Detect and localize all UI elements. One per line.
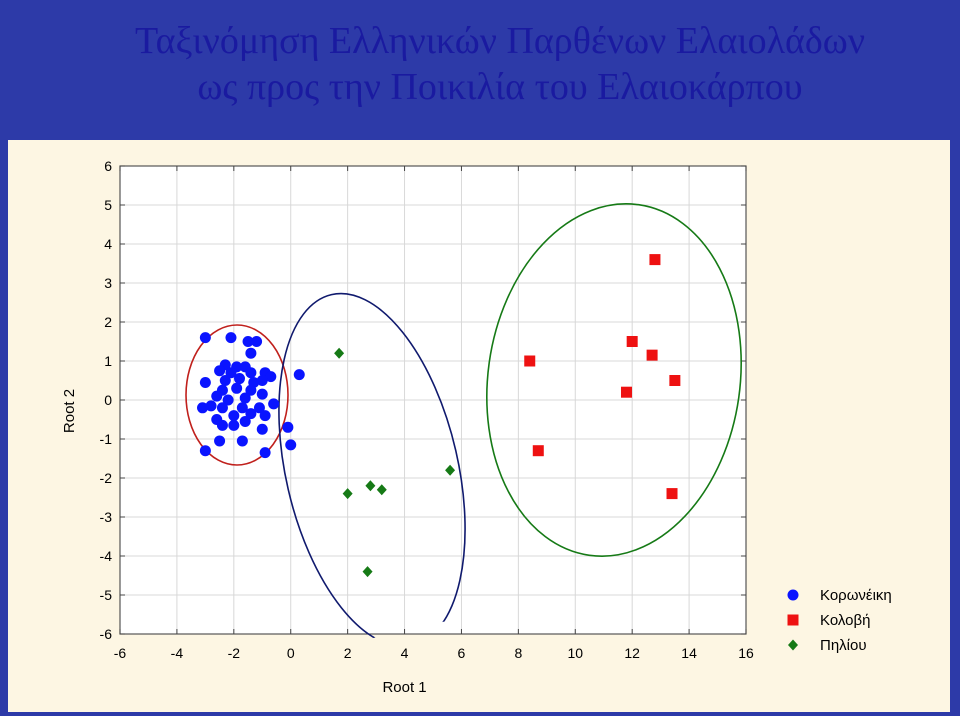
data-point xyxy=(259,410,271,422)
y-tick-label: 2 xyxy=(104,314,112,330)
x-tick-label: -2 xyxy=(228,645,241,661)
legend-label: Κορωνέικη xyxy=(820,587,892,604)
y-tick-label: 4 xyxy=(104,236,112,252)
data-point xyxy=(445,464,456,476)
data-point xyxy=(239,392,251,404)
data-point xyxy=(245,367,257,379)
x-tick-label: 2 xyxy=(344,645,352,661)
data-point xyxy=(225,332,237,344)
data-point xyxy=(219,375,231,386)
data-point xyxy=(225,367,237,379)
data-point xyxy=(259,447,271,459)
data-point xyxy=(214,435,226,447)
data-point xyxy=(214,365,226,377)
data-point xyxy=(666,488,678,500)
y-tick-label: -3 xyxy=(100,509,113,525)
legend-label: Κολοβή xyxy=(820,612,870,629)
data-point xyxy=(256,423,268,435)
title-line-1: Ταξινόμηση Ελληνικών Παρθένων Ελαιολάδων xyxy=(134,20,865,62)
title-line-2: ως προς την Ποικιλία του Ελαιοκάρπου xyxy=(197,66,803,108)
data-point xyxy=(245,347,257,359)
data-point xyxy=(524,355,536,367)
data-point xyxy=(228,410,240,422)
legend-label: Πηλίου xyxy=(820,637,867,654)
data-point xyxy=(205,400,217,412)
data-point xyxy=(245,384,257,396)
data-point xyxy=(282,421,294,433)
data-point xyxy=(216,402,228,414)
x-tick-label: 8 xyxy=(514,645,522,661)
x-tick-label: 12 xyxy=(624,645,640,661)
data-point xyxy=(362,566,373,578)
data-point xyxy=(231,382,243,394)
data-point xyxy=(251,336,263,347)
x-tick-label: 16 xyxy=(738,645,754,661)
y-tick-label: 6 xyxy=(104,158,112,174)
y-axis-label: Root 2 xyxy=(61,389,78,433)
x-tick-label: 4 xyxy=(401,645,409,661)
data-point xyxy=(342,488,353,500)
data-point xyxy=(239,415,251,427)
data-point xyxy=(268,398,280,410)
data-point xyxy=(256,375,268,386)
y-tick-label: -2 xyxy=(100,470,113,486)
group-ellipse xyxy=(185,324,289,466)
data-point xyxy=(285,439,297,451)
x-tick-label: -6 xyxy=(114,645,127,661)
y-tick-label: 5 xyxy=(104,197,112,213)
data-point xyxy=(234,373,246,385)
y-tick-label: -1 xyxy=(100,431,113,447)
x-axis-label: Root 1 xyxy=(382,679,426,696)
x-tick-label: 6 xyxy=(458,645,466,661)
y-tick-label: 3 xyxy=(104,275,112,291)
legend-marker xyxy=(787,589,799,601)
data-point xyxy=(646,349,658,361)
group-ellipse xyxy=(486,203,742,557)
data-point xyxy=(222,394,234,406)
data-point xyxy=(245,408,257,420)
x-tick-label: 0 xyxy=(287,645,295,661)
data-point xyxy=(293,369,305,381)
data-point xyxy=(669,375,681,386)
data-point xyxy=(649,254,661,266)
y-tick-label: -6 xyxy=(100,626,113,642)
legend-marker xyxy=(787,614,799,626)
data-point xyxy=(197,402,209,414)
data-point xyxy=(376,484,387,496)
data-point xyxy=(626,336,638,347)
data-point xyxy=(265,371,277,383)
y-tick-label: 0 xyxy=(104,392,112,408)
data-point xyxy=(236,402,248,414)
data-point xyxy=(256,388,268,400)
data-point xyxy=(199,445,211,457)
data-point xyxy=(532,445,544,457)
x-tick-label: -4 xyxy=(171,645,184,661)
data-point xyxy=(620,386,632,398)
chart-title: Ταξινόμηση Ελληνικών Παρθένων Ελαιολάδων… xyxy=(0,18,960,110)
legend-marker xyxy=(788,639,798,651)
data-point xyxy=(236,435,248,447)
data-point xyxy=(199,376,211,388)
data-point xyxy=(242,336,254,347)
x-tick-label: 14 xyxy=(681,645,697,661)
data-point xyxy=(216,419,228,431)
x-tick-label: 10 xyxy=(567,645,583,661)
y-tick-label: -5 xyxy=(100,587,113,603)
data-point xyxy=(365,480,376,492)
data-point xyxy=(228,419,240,431)
y-tick-label: 1 xyxy=(104,353,112,369)
data-point xyxy=(334,347,345,359)
y-tick-label: -4 xyxy=(100,548,113,564)
data-point xyxy=(253,402,265,414)
data-point xyxy=(211,390,223,402)
data-point xyxy=(199,332,211,344)
